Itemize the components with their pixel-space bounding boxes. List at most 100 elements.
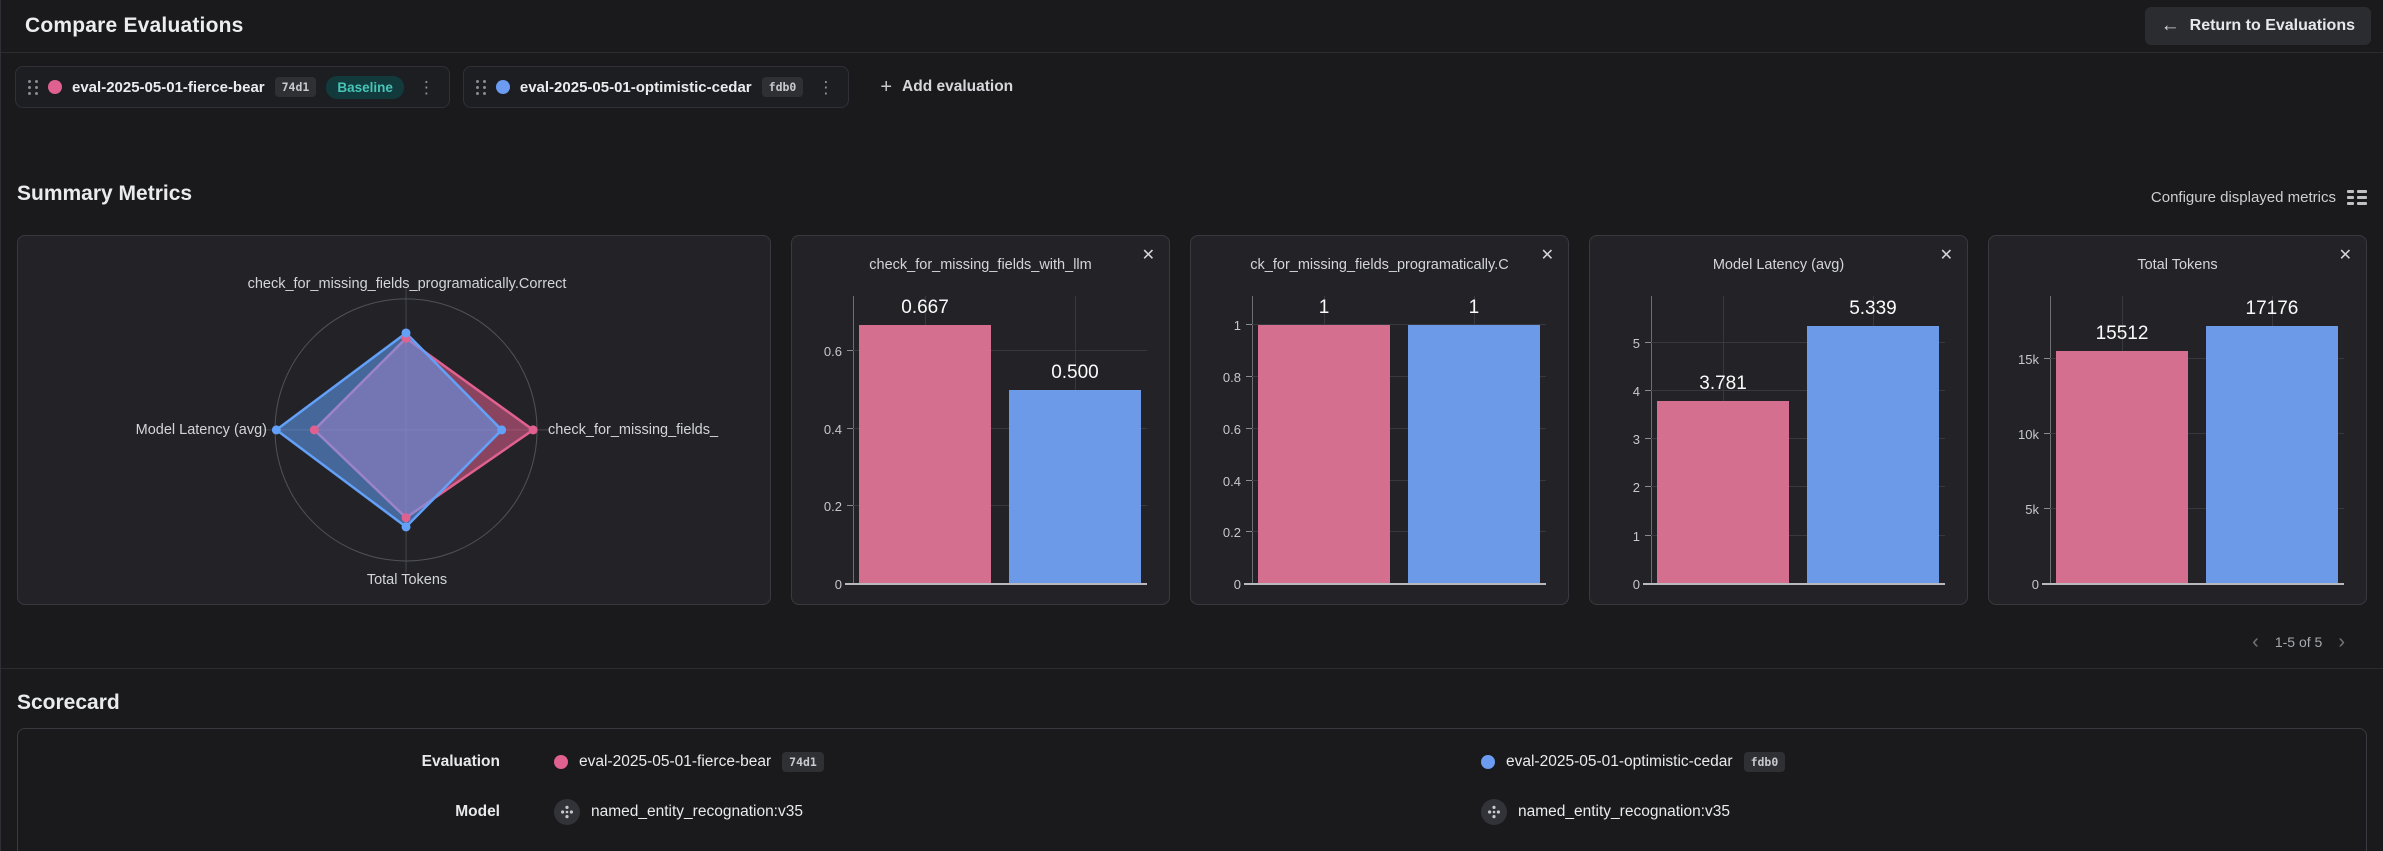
model-cell-baseline: named_entity_recognation:v35	[500, 799, 1469, 825]
y-gridline	[853, 350, 1147, 352]
top-bar: Compare Evaluations ← Return to Evaluati…	[1, 0, 2383, 53]
y-tick-mark	[2044, 358, 2050, 359]
evaluation-pill-comparison[interactable]: eval-2025-05-01-optimistic-cedar fdb0 ⋮	[462, 66, 850, 108]
close-metric-card-button[interactable]: ✕	[1937, 245, 1956, 267]
bar-value-label: 5.339	[1849, 298, 1897, 320]
evaluation-cell-baseline: eval-2025-05-01-fierce-bear 74d1	[500, 752, 1469, 772]
pagination-next-button[interactable]: ›	[2338, 631, 2345, 653]
evaluation-pill-baseline[interactable]: eval-2025-05-01-fierce-bear 74d1 Baselin…	[15, 66, 450, 108]
close-metric-card-button[interactable]: ✕	[2336, 245, 2355, 267]
y-gridline	[1252, 324, 1546, 326]
y-tick-label: 1	[1233, 318, 1241, 334]
y-gridline	[853, 505, 1147, 507]
y-tick-label: 0.6	[823, 344, 842, 360]
bar-comparison	[2205, 326, 2339, 584]
evaluation-id-badge: 74d1	[782, 752, 824, 772]
bar-value-label: 0.667	[901, 297, 949, 319]
evaluation-name: eval-2025-05-01-optimistic-cedar	[1506, 753, 1733, 770]
model-name[interactable]: named_entity_recognation:v35	[1518, 803, 1730, 820]
y-gridline	[2050, 508, 2344, 509]
back-arrow-icon: ←	[2160, 15, 2180, 36]
y-tick-label: 2	[1632, 480, 1640, 496]
chart-title: ck_for_missing_fields_programatically.C	[1250, 257, 1509, 273]
bar-baseline	[858, 325, 992, 584]
bar-comparison	[1407, 325, 1541, 584]
evaluation-name: eval-2025-05-01-fierce-bear	[72, 78, 265, 96]
bar-chart-plot: 0 0.2 0.4 0.6 0.667 0.500	[824, 296, 1147, 592]
bar-value-label: 1	[1318, 297, 1330, 319]
pagination-label: 1-5 of 5	[2274, 634, 2323, 650]
close-metric-card-button[interactable]: ✕	[1538, 245, 1557, 267]
evaluation-menu-button[interactable]: ⋮	[813, 77, 838, 98]
evaluation-cell-comparison: eval-2025-05-01-optimistic-cedar fdb0	[1469, 752, 2366, 772]
y-tick-label: 0	[1632, 577, 1640, 592]
add-evaluation-button[interactable]: + Add evaluation	[862, 66, 1031, 108]
radar-axis-label-left: Model Latency (avg)	[135, 422, 267, 438]
y-tick-mark	[1645, 583, 1651, 584]
evaluation-selector-row: eval-2025-05-01-fierce-bear 74d1 Baselin…	[1, 53, 2383, 108]
scorecard-section: Scorecard Evaluation eval-2025-05-01-fie…	[1, 691, 2383, 851]
close-metric-card-button[interactable]: ✕	[1139, 245, 1158, 267]
bar-comparison	[1806, 326, 1940, 584]
model-icon	[554, 799, 580, 825]
y-gridline	[853, 427, 1147, 429]
y-gridline	[1252, 376, 1546, 378]
bar-baseline	[1656, 401, 1790, 584]
y-gridline	[1252, 479, 1546, 481]
return-to-evaluations-button[interactable]: ← Return to Evaluations	[2144, 7, 2371, 45]
bar-value-label: 3.781	[1699, 373, 1747, 395]
y-tick-mark	[1246, 531, 1252, 533]
evaluation-id-badge: 74d1	[274, 77, 317, 97]
drag-handle-icon[interactable]	[475, 79, 486, 95]
row-label: Model	[455, 803, 500, 820]
bar-value-label: 1	[1468, 297, 1480, 319]
pagination-prev-button[interactable]: ‹	[2252, 631, 2259, 653]
y-tick-mark	[1246, 583, 1252, 584]
configure-label: Configure displayed metrics	[2150, 189, 2336, 206]
row-label: Evaluation	[421, 753, 500, 770]
add-evaluation-label: Add evaluation	[902, 78, 1014, 95]
configure-metrics-icon	[2347, 190, 2367, 205]
y-tick-mark	[1246, 427, 1252, 429]
y-gridline	[1651, 534, 1945, 536]
evaluation-menu-button[interactable]: ⋮	[414, 77, 439, 98]
y-tick-mark	[847, 350, 853, 352]
return-button-label: Return to Evaluations	[2189, 17, 2355, 34]
evaluation-name: eval-2025-05-01-fierce-bear	[579, 753, 772, 770]
scorecard-row-evaluation: Evaluation eval-2025-05-01-fierce-bear 7…	[18, 737, 2366, 787]
bar-chart-plot: 0 5k 10k 15k 15512 17176	[2018, 296, 2344, 592]
chart-title: check_for_missing_fields_with_llm	[869, 257, 1092, 273]
y-tick-mark	[2044, 583, 2050, 584]
y-tick-label: 0.4	[823, 421, 842, 437]
y-tick-label: 0	[834, 577, 842, 592]
y-tick-label: 0.2	[1222, 525, 1241, 541]
chart-title: Model Latency (avg)	[1712, 257, 1845, 273]
y-gridline	[1651, 389, 1945, 391]
y-tick-mark	[1645, 486, 1651, 488]
bar-chart-plot: 0 1 2 3 4 5 3.781 5.339	[1633, 296, 1945, 592]
bar-chart-plot: 0 0.2 0.4 0.6 0.8 1 1 1	[1223, 296, 1546, 592]
y-tick-label: 0.2	[823, 499, 842, 515]
evaluation-color-dot	[554, 755, 568, 769]
radar-axis-label-bottom: Total Tokens	[366, 572, 448, 588]
drag-handle-icon[interactable]	[28, 79, 38, 95]
y-tick-label: 5	[1632, 335, 1640, 351]
y-tick-mark	[847, 427, 853, 429]
model-name[interactable]: named_entity_recognation:v35	[591, 803, 803, 820]
evaluation-color-dot	[495, 80, 510, 94]
chart-title: Total Tokens	[2137, 257, 2218, 273]
y-tick-mark	[847, 583, 853, 584]
metric-card-radar: check_for_missing_fields_programatically…	[17, 235, 771, 605]
y-gridline	[1252, 427, 1546, 429]
summary-metrics-title: Summary Metrics	[17, 182, 193, 205]
y-tick-label: 10k	[2018, 427, 2039, 442]
y-gridline	[2050, 358, 2344, 359]
configure-displayed-metrics-button[interactable]: Configure displayed metrics	[2151, 189, 2367, 206]
scorecard-title: Scorecard	[17, 691, 120, 714]
y-gridline	[1651, 486, 1945, 488]
radar-chart	[18, 236, 770, 604]
y-tick-mark	[847, 505, 853, 507]
summary-metric-cards: check_for_missing_fields_programatically…	[17, 235, 2367, 605]
metric-card-check-for-missing-fields-programatically: ✕ ck_for_missing_fields_programatically.…	[1190, 235, 1569, 605]
